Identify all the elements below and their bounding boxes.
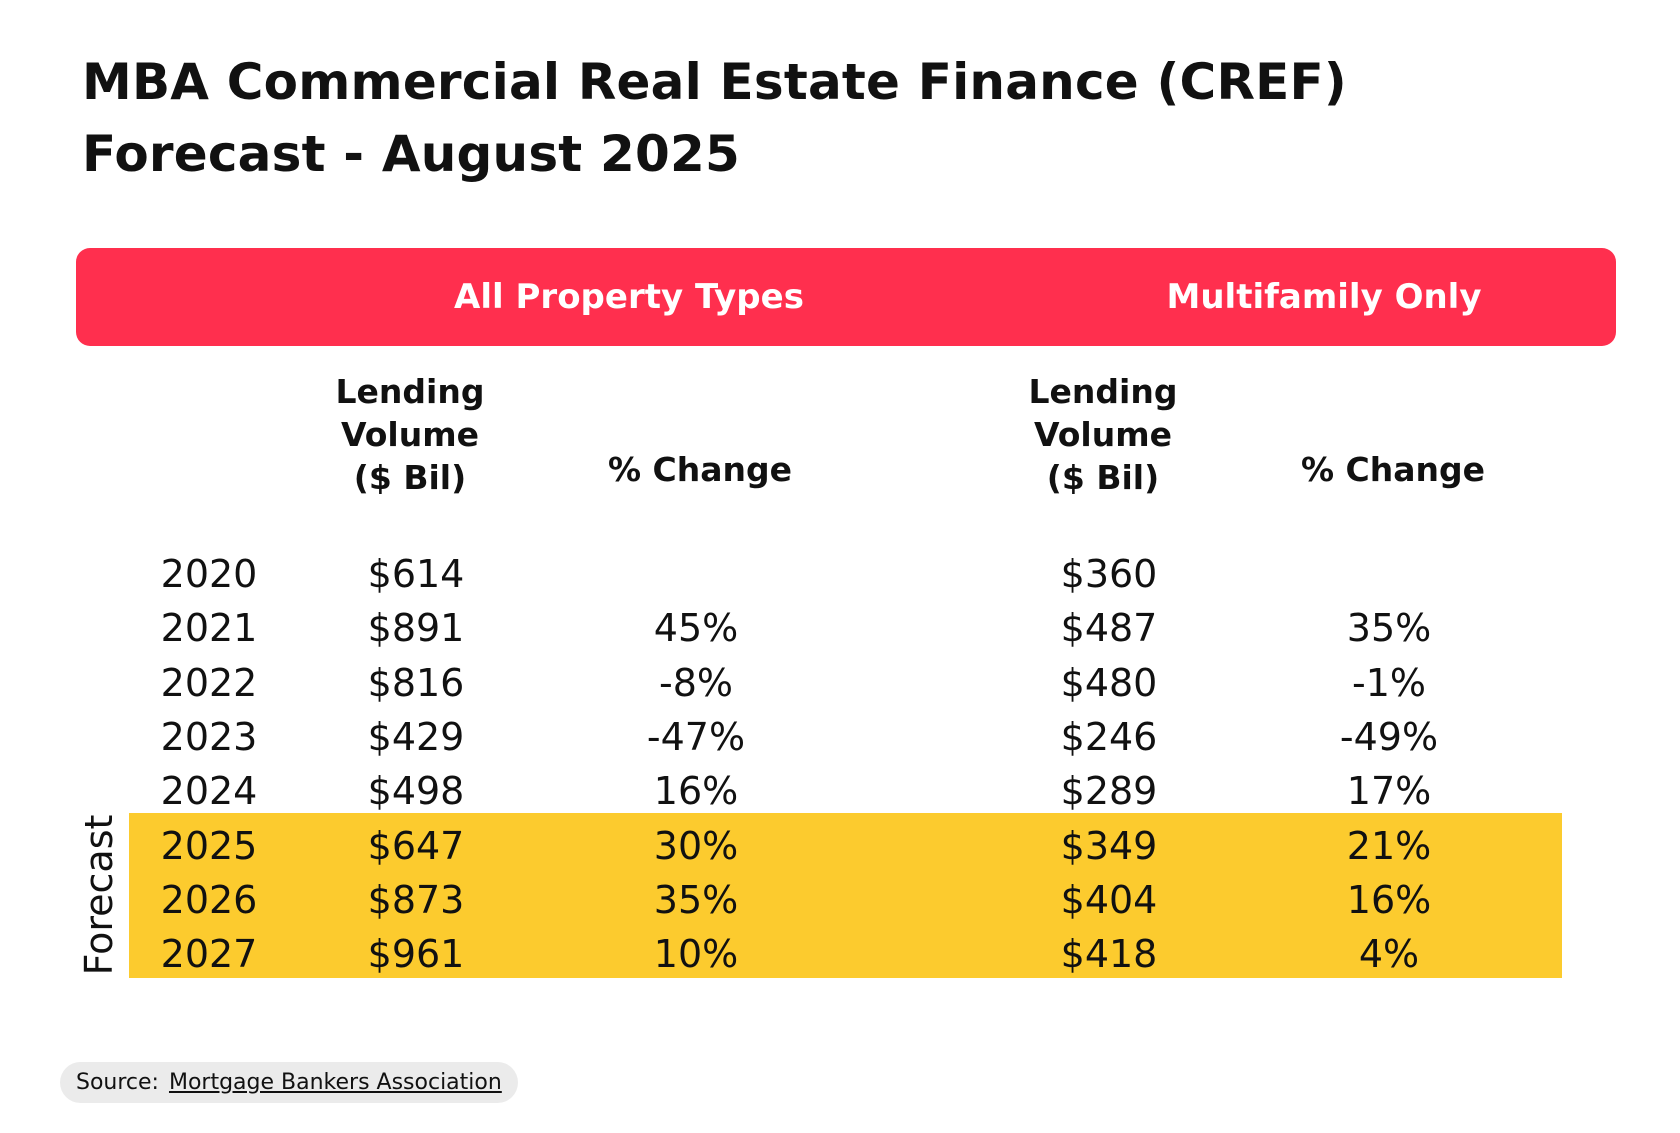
- cell-year: 2020: [160, 552, 258, 596]
- cell-mf-change: 16%: [1346, 877, 1432, 922]
- group-header-bar: All Property Types Multifamily Only: [76, 248, 1616, 346]
- cell-all-change: 35%: [653, 877, 739, 922]
- col-header-all-volume: Lending Volume ($ Bil): [335, 372, 485, 497]
- source-prefix: Source:: [76, 1070, 159, 1095]
- cell-mf-volume: $246: [1060, 714, 1158, 759]
- cell-all-change: -47%: [646, 714, 746, 759]
- forecast-highlight-band: [129, 813, 1562, 978]
- cell-all-volume: $961: [367, 932, 465, 977]
- cell-all-change: [576, 547, 816, 601]
- group-label-multifamily-only: Multifamily Only: [1166, 277, 1482, 317]
- cell-all-change: 45%: [653, 606, 739, 651]
- cell-mf-volume: $487: [1060, 606, 1158, 651]
- cell-mf-change: 17%: [1346, 769, 1432, 814]
- cell-mf-volume: $289: [1060, 769, 1158, 814]
- cell-all-change: 30%: [653, 823, 739, 868]
- cell-all-volume: $816: [367, 660, 465, 705]
- col-header-mf-volume: Lending Volume ($ Bil): [1028, 372, 1178, 497]
- col-header-mf-change: % Change: [1300, 450, 1486, 489]
- cell-year: 2026: [160, 877, 258, 922]
- cell-year: 2023: [160, 714, 258, 759]
- cell-year: 2027: [160, 932, 258, 977]
- cell-mf-change: 21%: [1346, 823, 1432, 868]
- group-label-all-property-types: All Property Types: [454, 277, 804, 317]
- title-line-2: Forecast - August 2025: [82, 125, 740, 183]
- cell-all-volume: $647: [367, 823, 465, 868]
- cell-mf-change: [1269, 547, 1509, 601]
- cell-mf-volume: $480: [1060, 660, 1158, 705]
- title-line-1: MBA Commercial Real Estate Finance (CREF…: [82, 53, 1347, 111]
- cell-all-volume: $891: [367, 606, 465, 651]
- cell-year: 2021: [160, 606, 258, 651]
- cell-all-volume: $498: [367, 769, 465, 814]
- cell-year: 2025: [160, 823, 258, 868]
- source-link[interactable]: Mortgage Bankers Association: [168, 1070, 502, 1095]
- cell-all-change: 10%: [653, 932, 739, 977]
- cell-mf-change: 4%: [1358, 932, 1420, 977]
- page-title: MBA Commercial Real Estate Finance (CREF…: [82, 46, 1482, 190]
- cell-mf-change: 35%: [1346, 606, 1432, 651]
- cell-all-volume: $614: [367, 552, 465, 596]
- cell-all-volume: $429: [367, 714, 465, 759]
- cell-mf-volume: $404: [1060, 877, 1158, 922]
- source-note: Source: Mortgage Bankers Association: [60, 1062, 518, 1103]
- cell-year: 2022: [160, 660, 258, 705]
- cell-mf-volume: $360: [1060, 552, 1158, 596]
- cell-all-change: 16%: [653, 769, 739, 814]
- cell-mf-volume: $418: [1060, 932, 1158, 977]
- cell-year: 2024: [160, 769, 258, 814]
- cell-mf-change: -49%: [1339, 714, 1439, 759]
- cell-all-volume: $873: [367, 877, 465, 922]
- col-header-all-change: % Change: [607, 450, 793, 489]
- cell-mf-volume: $349: [1060, 823, 1158, 868]
- cell-mf-change: -1%: [1352, 660, 1426, 705]
- cell-all-change: -8%: [659, 660, 733, 705]
